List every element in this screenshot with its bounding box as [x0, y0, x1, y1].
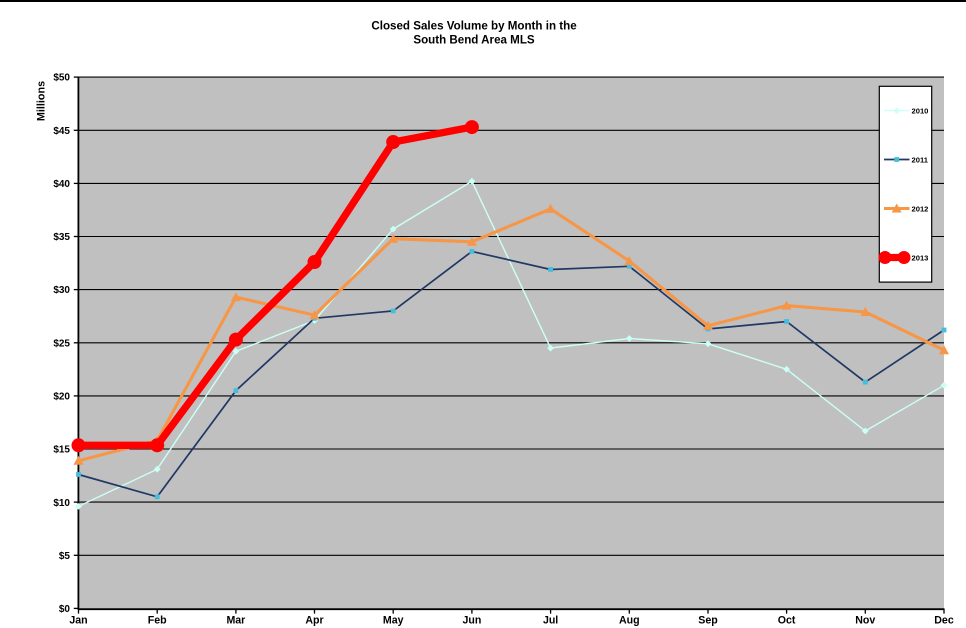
svg-text:May: May [383, 615, 404, 627]
svg-text:$15: $15 [53, 445, 70, 456]
svg-text:Jan: Jan [69, 615, 87, 627]
svg-text:Closed Sales Volume by Month i: Closed Sales Volume by Month in the [371, 20, 577, 33]
svg-text:$10: $10 [53, 498, 70, 509]
svg-text:$40: $40 [53, 179, 70, 190]
svg-text:Dec: Dec [934, 615, 954, 627]
svg-text:Aug: Aug [619, 615, 640, 627]
svg-text:$35: $35 [53, 232, 70, 243]
svg-text:$25: $25 [53, 338, 70, 349]
svg-text:Mar: Mar [226, 615, 245, 627]
svg-text:$30: $30 [53, 285, 70, 296]
svg-text:Oct: Oct [778, 615, 796, 627]
svg-text:Feb: Feb [148, 615, 167, 627]
svg-text:Apr: Apr [305, 615, 323, 627]
svg-text:$20: $20 [53, 392, 70, 403]
svg-text:$45: $45 [53, 126, 70, 137]
svg-text:2010: 2010 [912, 107, 929, 116]
svg-text:$50: $50 [53, 73, 70, 84]
svg-text:Sep: Sep [698, 615, 718, 627]
svg-text:2012: 2012 [912, 205, 929, 214]
svg-text:South Bend Area MLS: South Bend Area MLS [413, 33, 535, 46]
svg-text:Millions: Millions [36, 81, 48, 121]
svg-text:2013: 2013 [912, 254, 929, 263]
svg-text:$0: $0 [59, 604, 71, 615]
svg-text:Jul: Jul [543, 615, 558, 627]
svg-text:Nov: Nov [855, 615, 875, 627]
svg-text:2011: 2011 [912, 156, 929, 165]
svg-text:Jun: Jun [462, 615, 481, 627]
svg-text:$5: $5 [59, 551, 71, 562]
